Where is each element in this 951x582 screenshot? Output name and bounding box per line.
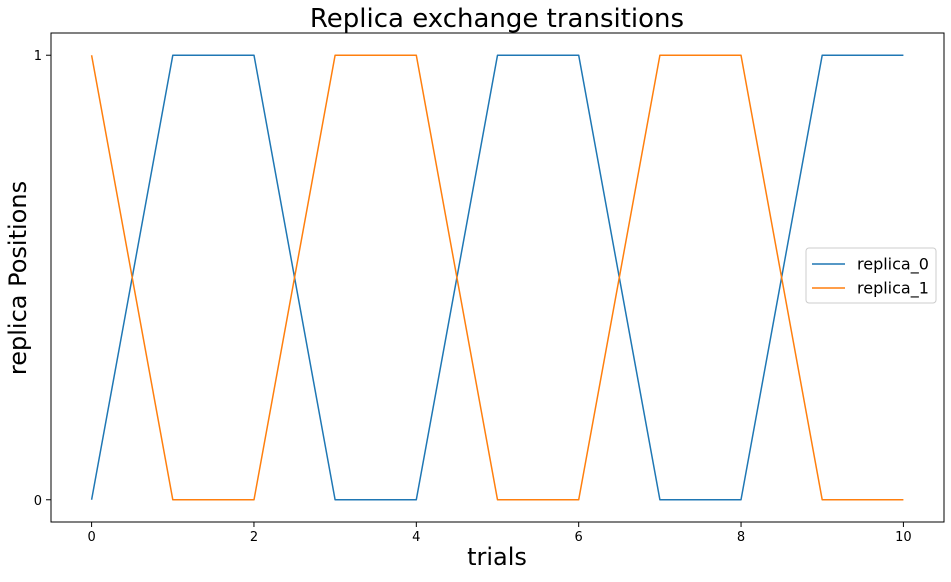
y-axis-label: replica Positions bbox=[4, 181, 32, 375]
legend-label-replica-1: replica_1 bbox=[857, 279, 929, 299]
y-tick-label: 1 bbox=[34, 49, 42, 64]
x-tick-label: 10 bbox=[895, 530, 912, 545]
y-tick-label: 0 bbox=[34, 494, 42, 509]
series-layer bbox=[90, 54, 904, 501]
legend-label-replica-0: replica_0 bbox=[857, 255, 929, 275]
x-tick-label: 0 bbox=[87, 530, 95, 545]
x-tick-label: 4 bbox=[412, 530, 420, 545]
plot-area bbox=[50, 32, 945, 523]
series-line-replica-0 bbox=[90, 54, 904, 501]
x-tick-label: 8 bbox=[737, 530, 745, 545]
x-axis-ticks: 0 2 4 6 8 10 bbox=[87, 522, 912, 545]
legend-box bbox=[805, 247, 937, 304]
y-axis-ticks: 01 bbox=[34, 49, 51, 509]
axes-frame bbox=[50, 32, 945, 523]
chart-title: Replica exchange transitions bbox=[310, 4, 684, 34]
legend: replica_0 replica_1 bbox=[805, 247, 937, 304]
series-line-replica-1 bbox=[90, 54, 904, 501]
x-axis-label: trials bbox=[467, 543, 527, 571]
x-tick-label: 2 bbox=[250, 530, 258, 545]
x-tick-label: 6 bbox=[575, 530, 583, 545]
